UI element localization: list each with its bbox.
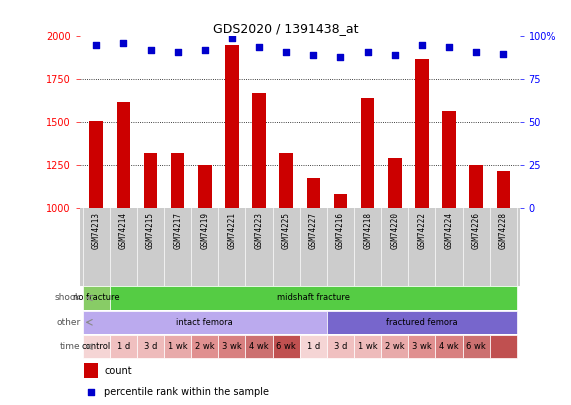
Bar <box>90 121 103 208</box>
Bar <box>137 335 164 358</box>
Text: GSM74226: GSM74226 <box>472 212 481 249</box>
Text: GSM74222: GSM74222 <box>417 212 427 249</box>
Point <box>173 49 182 55</box>
Text: midshaft fracture: midshaft fracture <box>277 293 350 303</box>
Point <box>255 43 264 50</box>
Bar <box>83 335 110 358</box>
Bar <box>490 335 517 358</box>
Point <box>86 388 95 395</box>
Text: 3 d: 3 d <box>334 342 347 351</box>
Text: 4 wk: 4 wk <box>439 342 459 351</box>
Text: GSM74217: GSM74217 <box>173 212 182 249</box>
Text: GSM74227: GSM74227 <box>309 212 318 249</box>
Bar <box>327 311 517 334</box>
Text: control: control <box>82 342 111 351</box>
Point <box>92 42 101 48</box>
Bar <box>300 335 327 358</box>
Bar <box>381 335 408 358</box>
Text: GSM74224: GSM74224 <box>445 212 453 249</box>
Text: 3 wk: 3 wk <box>412 342 432 351</box>
Text: 3 d: 3 d <box>144 342 157 351</box>
Point <box>498 50 508 57</box>
Text: GSM74214: GSM74214 <box>119 212 128 249</box>
Bar <box>164 335 191 358</box>
Text: GSM74228: GSM74228 <box>499 212 508 249</box>
Point <box>390 52 399 59</box>
Bar <box>246 335 272 358</box>
Text: 1 d: 1 d <box>307 342 320 351</box>
Text: 2 wk: 2 wk <box>385 342 405 351</box>
Bar <box>110 335 137 358</box>
Text: 2 wk: 2 wk <box>195 342 215 351</box>
Point <box>200 47 210 53</box>
Bar <box>171 153 184 208</box>
Bar <box>497 171 510 208</box>
Bar <box>469 165 483 208</box>
Bar <box>436 335 463 358</box>
Text: GSM74213: GSM74213 <box>92 212 100 249</box>
Text: 4 wk: 4 wk <box>250 342 269 351</box>
Bar <box>415 59 429 208</box>
Text: GSM74225: GSM74225 <box>282 212 291 249</box>
Text: shock: shock <box>54 293 81 303</box>
Bar <box>361 98 375 208</box>
Point <box>146 47 155 53</box>
Bar <box>218 335 246 358</box>
Point <box>417 42 427 48</box>
Point <box>336 54 345 60</box>
Bar <box>327 335 354 358</box>
Text: other: other <box>56 318 81 327</box>
Text: GSM74221: GSM74221 <box>227 212 236 249</box>
Point <box>282 49 291 55</box>
Text: count: count <box>104 366 132 376</box>
Text: GSM74215: GSM74215 <box>146 212 155 249</box>
Text: GSM74220: GSM74220 <box>390 212 399 249</box>
Bar <box>116 102 130 208</box>
Text: 6 wk: 6 wk <box>276 342 296 351</box>
Bar <box>354 335 381 358</box>
Bar <box>85 363 98 378</box>
Bar <box>191 335 218 358</box>
Bar <box>225 45 239 208</box>
Text: no fracture: no fracture <box>73 293 119 303</box>
Text: 1 wk: 1 wk <box>168 342 187 351</box>
Bar <box>83 311 327 334</box>
Text: 6 wk: 6 wk <box>467 342 486 351</box>
Point <box>363 49 372 55</box>
Text: GSM74219: GSM74219 <box>200 212 210 249</box>
Text: GSM74223: GSM74223 <box>255 212 264 249</box>
Bar <box>307 178 320 208</box>
Bar <box>408 335 436 358</box>
Text: GSM74218: GSM74218 <box>363 212 372 249</box>
Text: GDS2020 / 1391438_at: GDS2020 / 1391438_at <box>213 22 358 35</box>
Text: percentile rank within the sample: percentile rank within the sample <box>104 387 269 396</box>
Point <box>472 49 481 55</box>
Bar <box>144 153 157 208</box>
Text: GSM74216: GSM74216 <box>336 212 345 249</box>
Point <box>444 43 453 50</box>
Text: 3 wk: 3 wk <box>222 342 242 351</box>
Bar <box>272 335 300 358</box>
Bar <box>388 158 401 208</box>
Text: fractured femora: fractured femora <box>386 318 458 327</box>
Bar <box>252 93 266 208</box>
Point <box>119 40 128 47</box>
Text: intact femora: intact femora <box>176 318 233 327</box>
Point <box>309 52 318 59</box>
Text: 1 d: 1 d <box>116 342 130 351</box>
Point <box>227 35 236 41</box>
Text: time: time <box>60 342 81 351</box>
Bar <box>83 286 110 309</box>
Bar <box>463 335 490 358</box>
Bar <box>443 111 456 208</box>
Bar <box>279 153 293 208</box>
Bar <box>333 194 347 208</box>
Text: 1 wk: 1 wk <box>358 342 377 351</box>
Bar <box>198 165 212 208</box>
